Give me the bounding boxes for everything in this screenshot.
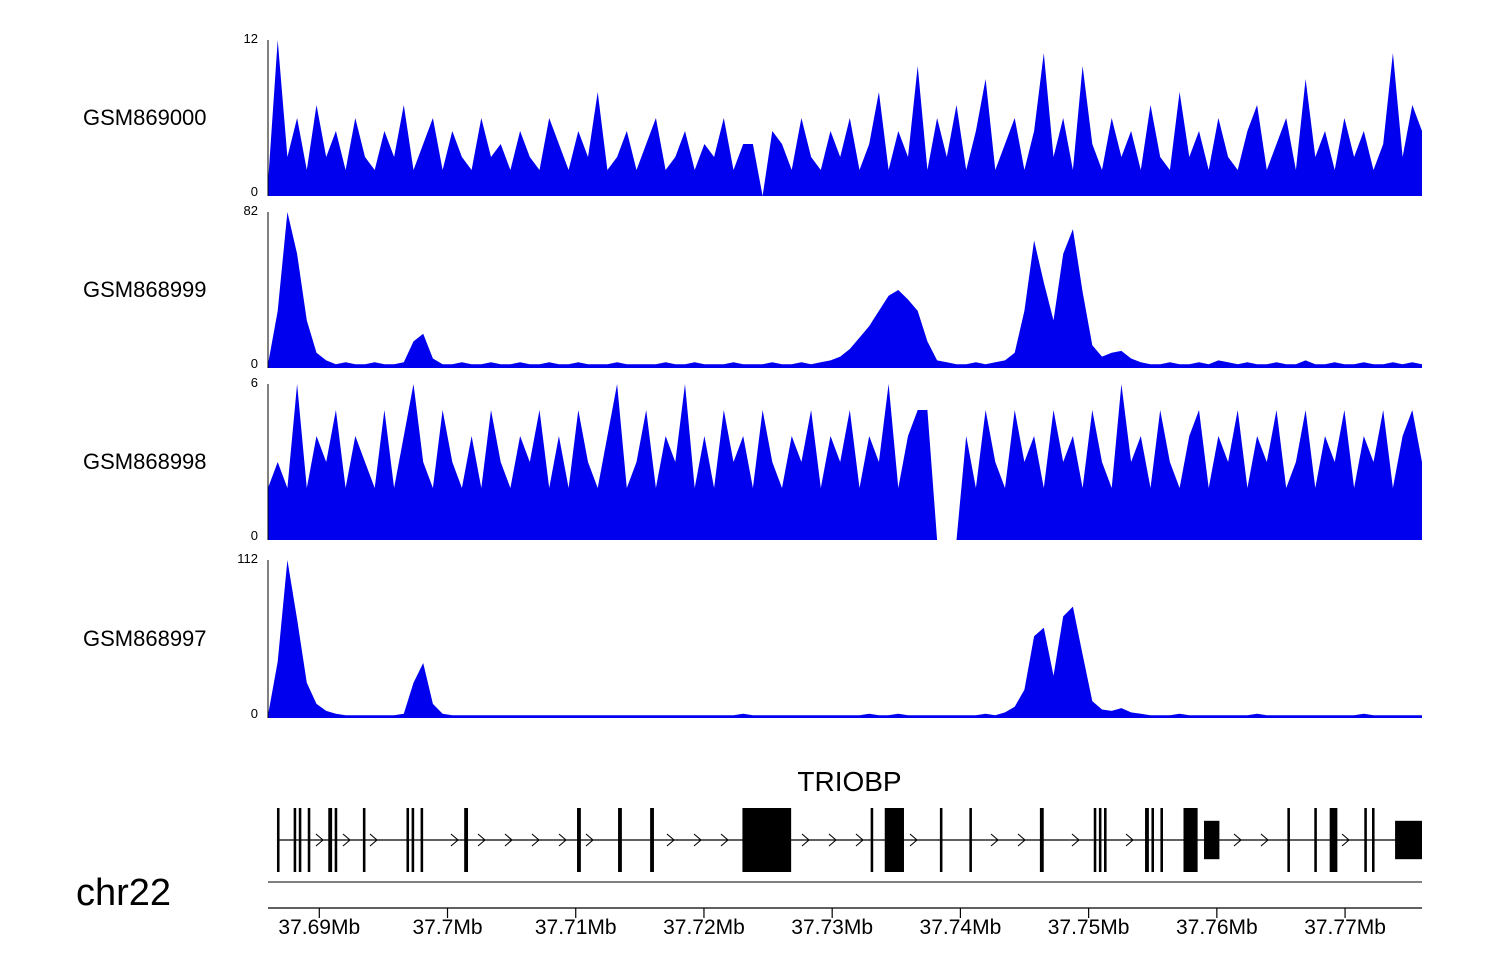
axis-tick-label: 37.73Mb xyxy=(791,916,874,939)
chromosome-label: chr22 xyxy=(76,872,172,914)
exon xyxy=(362,808,366,872)
y-axis-min-label-track1: 0 xyxy=(250,184,258,199)
y-axis-min-label-track3: 0 xyxy=(250,528,258,543)
y-axis-max-label-track3: 6 xyxy=(250,375,258,390)
axis-tick-label: 37.69Mb xyxy=(278,916,361,939)
exon xyxy=(406,808,410,872)
gene-name-label: TRIOBP xyxy=(797,766,902,797)
strand-arrow-icon xyxy=(1233,833,1242,847)
y-axis-min-label-track4: 0 xyxy=(250,706,258,721)
strand-arrow-icon xyxy=(828,833,837,847)
y-axis-min-label-track2: 0 xyxy=(250,356,258,371)
strand-arrow-icon xyxy=(558,833,567,847)
strand-arrow-icon xyxy=(693,833,702,847)
strand-arrow-icon xyxy=(1341,833,1350,847)
strand-arrow-icon xyxy=(855,833,864,847)
exon xyxy=(1093,808,1097,872)
exon xyxy=(969,808,972,872)
exon xyxy=(334,808,338,872)
strand-arrow-icon xyxy=(342,833,351,847)
axis-tick-label: 37.76Mb xyxy=(1175,916,1258,939)
exon xyxy=(1371,808,1375,872)
exon xyxy=(1104,808,1107,872)
exon xyxy=(1204,820,1220,860)
exon xyxy=(293,808,297,872)
strand-arrow-icon xyxy=(315,833,324,847)
y-axis-max-label-track1: 12 xyxy=(243,31,258,46)
exon xyxy=(577,808,581,872)
exon xyxy=(1098,808,1102,872)
exon xyxy=(650,808,654,872)
strand-arrow-icon xyxy=(477,833,486,847)
strand-arrow-icon xyxy=(1071,833,1080,847)
strand-arrow-icon xyxy=(990,833,999,847)
coverage-area-gsm868998 xyxy=(268,384,1422,540)
track-label-gsm869000: GSM869000 xyxy=(83,105,207,130)
track-label-gsm868999: GSM868999 xyxy=(83,277,207,302)
axis-tick-label: 37.7Mb xyxy=(412,916,483,939)
axis-tick-label: 37.74Mb xyxy=(919,916,1002,939)
axis-tick-label: 37.75Mb xyxy=(1047,916,1130,939)
strand-arrow-icon xyxy=(666,833,675,847)
exon xyxy=(870,808,874,872)
exon xyxy=(939,808,943,872)
exon xyxy=(1395,820,1422,860)
axis-tick-label: 37.72Mb xyxy=(663,916,745,939)
track-label-gsm868997: GSM868997 xyxy=(83,626,207,651)
y-axis-max-label-track2: 82 xyxy=(243,203,258,218)
coverage-area-gsm869000 xyxy=(268,40,1422,196)
track-label-gsm868998: GSM868998 xyxy=(83,449,207,474)
exon xyxy=(307,808,311,872)
exon xyxy=(1314,808,1317,872)
strand-arrow-icon xyxy=(531,833,540,847)
exon xyxy=(618,808,622,872)
strand-arrow-icon xyxy=(1260,833,1269,847)
exon xyxy=(1160,808,1163,872)
coverage-area-gsm868997 xyxy=(268,560,1422,718)
exon xyxy=(1364,808,1367,872)
axis-tick-label: 37.71Mb xyxy=(534,916,617,939)
exon xyxy=(464,808,469,872)
exon xyxy=(1287,808,1290,872)
exon xyxy=(884,808,904,872)
strand-arrow-icon xyxy=(720,833,729,847)
strand-arrow-icon xyxy=(909,833,918,847)
strand-arrow-icon xyxy=(450,833,459,847)
exon xyxy=(420,808,424,872)
strand-arrow-icon xyxy=(585,833,594,847)
exon xyxy=(1151,808,1155,872)
exon xyxy=(276,808,280,872)
strand-arrow-icon xyxy=(1125,833,1134,847)
strand-arrow-icon xyxy=(801,833,810,847)
exon xyxy=(1145,808,1149,872)
strand-arrow-icon xyxy=(1017,833,1026,847)
axis-tick-label: 37.77Mb xyxy=(1304,916,1386,939)
exon xyxy=(1183,808,1198,872)
exon xyxy=(298,808,302,872)
exon xyxy=(742,808,792,872)
exon xyxy=(1039,808,1044,872)
strand-arrow-icon xyxy=(369,833,378,847)
y-axis-max-label-track4: 112 xyxy=(237,551,258,566)
exon xyxy=(411,808,415,872)
exon xyxy=(1329,808,1338,872)
strand-arrow-icon xyxy=(504,833,513,847)
coverage-area-gsm868999 xyxy=(268,212,1422,368)
exon xyxy=(328,808,333,872)
